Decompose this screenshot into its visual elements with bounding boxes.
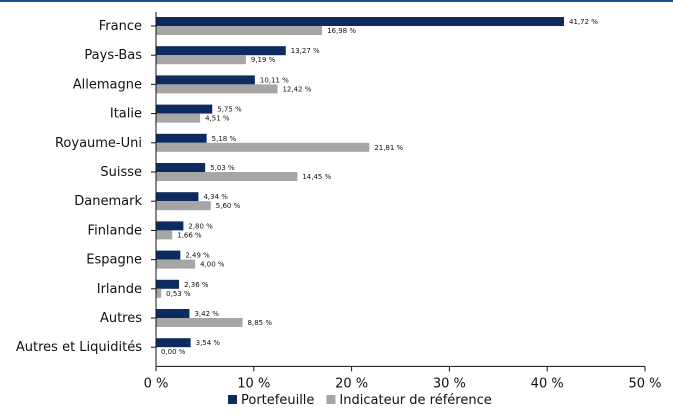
portfolio-bar bbox=[156, 17, 565, 26]
value-label: 0,53 % bbox=[166, 290, 191, 298]
value-label: 10,11 % bbox=[260, 76, 289, 84]
x-tick-label: 30 % bbox=[433, 376, 466, 391]
benchmark-bar bbox=[156, 201, 211, 211]
value-label: 12,42 % bbox=[282, 85, 311, 93]
category-label: Irlande bbox=[97, 282, 142, 297]
x-tick-label: 50 % bbox=[628, 376, 661, 391]
portfolio-bar bbox=[156, 104, 213, 114]
legend-label-portfolio: Portefeuille bbox=[241, 393, 314, 408]
category-label: Pays-Bas bbox=[84, 48, 142, 63]
legend-swatch-benchmark bbox=[326, 395, 336, 404]
portfolio-bar bbox=[156, 75, 255, 85]
value-label: 13,27 % bbox=[291, 47, 320, 55]
category-label: France bbox=[99, 19, 142, 34]
value-label: 5,18 % bbox=[212, 135, 237, 143]
legend: Portefeuille Indicateur de référence bbox=[228, 393, 492, 408]
category-label: Espagne bbox=[86, 253, 142, 268]
axes-group: France Pays-Bas Allemagne Italie Royaume-Uni… bbox=[16, 12, 662, 391]
category-label: Suisse bbox=[100, 165, 142, 180]
value-label: 0,00 % bbox=[161, 348, 186, 356]
category-label: Allemagne bbox=[73, 77, 142, 92]
value-label: 5,75 % bbox=[217, 106, 242, 114]
value-label: 8,85 % bbox=[248, 319, 273, 327]
category-label: Autres et Liquidités bbox=[16, 340, 142, 355]
value-label: 5,60 % bbox=[216, 202, 241, 210]
benchmark-bar bbox=[156, 230, 173, 240]
portfolio-bar bbox=[156, 221, 184, 231]
x-tick-label: 10 % bbox=[237, 376, 270, 391]
benchmark-bar bbox=[156, 288, 162, 298]
portfolio-bar bbox=[156, 133, 207, 143]
value-label: 1,66 % bbox=[177, 231, 202, 239]
x-tick-label: 0 % bbox=[144, 376, 169, 391]
value-label: 2,36 % bbox=[184, 281, 209, 289]
x-tick-label: 20 % bbox=[335, 376, 368, 391]
category-label: Italie bbox=[110, 107, 142, 122]
value-label: 3,42 % bbox=[194, 310, 219, 318]
legend-label-benchmark: Indicateur de référence bbox=[339, 393, 491, 408]
value-label: 16,98 % bbox=[327, 27, 356, 35]
benchmark-bar bbox=[156, 318, 243, 327]
portfolio-bar bbox=[156, 309, 190, 318]
legend-swatch-portfolio bbox=[228, 395, 237, 404]
value-label: 21,81 % bbox=[374, 144, 403, 152]
portfolio-bar bbox=[156, 192, 199, 202]
value-label: 4,34 % bbox=[203, 193, 228, 201]
portfolio-bar bbox=[156, 250, 181, 260]
benchmark-bar bbox=[156, 26, 323, 35]
benchmark-bar bbox=[156, 113, 201, 123]
category-label: Royaume-Uni bbox=[55, 136, 142, 151]
x-tick-label: 40 % bbox=[531, 376, 564, 391]
value-label: 41,72 % bbox=[569, 18, 598, 26]
value-label: 5,03 % bbox=[210, 164, 235, 172]
benchmark-bar bbox=[156, 84, 278, 94]
portfolio-bar bbox=[156, 163, 206, 172]
portfolio-bar bbox=[156, 279, 180, 289]
value-label: 3,54 % bbox=[196, 339, 221, 347]
value-label: 4,00 % bbox=[200, 261, 225, 269]
value-label: 2,80 % bbox=[188, 222, 213, 230]
benchmark-bar bbox=[156, 259, 196, 269]
benchmark-bar bbox=[156, 172, 298, 181]
value-label: 4,51 % bbox=[205, 115, 230, 123]
portfolio-bar bbox=[156, 46, 286, 56]
value-label: 14,45 % bbox=[302, 173, 331, 181]
benchmark-bar bbox=[156, 142, 370, 152]
value-label: 9,19 % bbox=[251, 56, 276, 64]
category-label: Finlande bbox=[88, 223, 142, 238]
top-rule bbox=[0, 0, 673, 2]
category-label: Autres bbox=[100, 311, 142, 326]
value-label: 2,49 % bbox=[185, 252, 210, 260]
portfolio-bar bbox=[156, 338, 191, 348]
category-label: Danemark bbox=[74, 194, 142, 209]
benchmark-bar bbox=[156, 55, 246, 65]
bars-group: 41,72 % 16,98 % 13,27 % 9,19 % 10,11 %12,42 … bbox=[156, 17, 598, 356]
